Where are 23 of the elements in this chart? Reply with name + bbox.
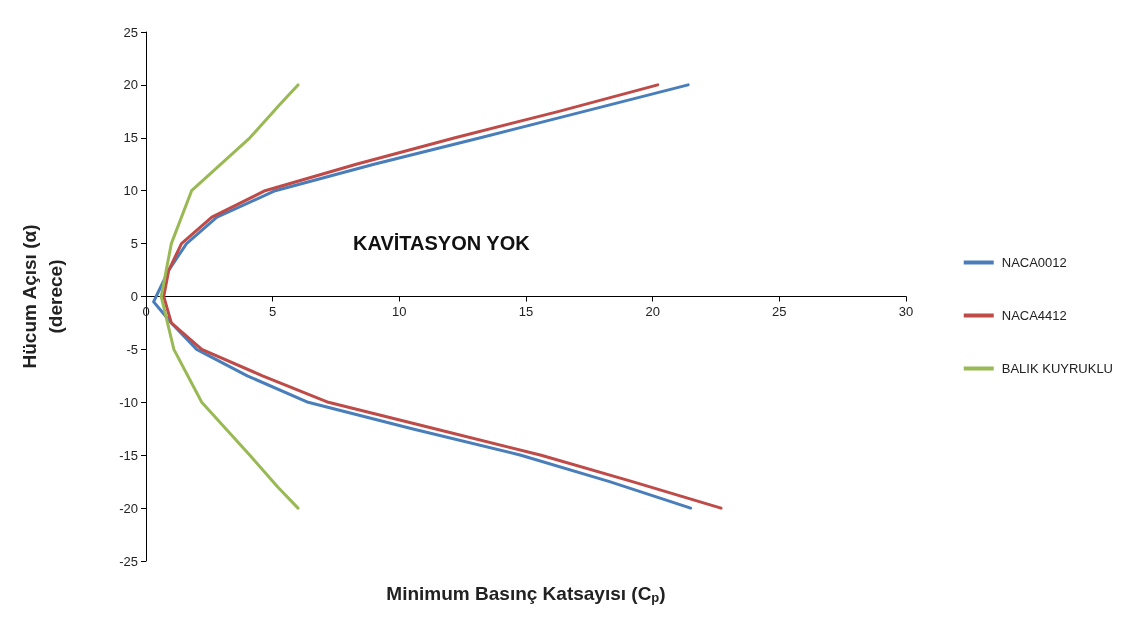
y-axis-title: Hücum Açısı (α) (derece) (18, 224, 66, 369)
y-tick-label: 25 (123, 24, 138, 40)
y-tick-label: 15 (123, 130, 138, 146)
legend-label: NACA0012 (1001, 255, 1067, 270)
y-tick-label: -15 (119, 447, 138, 463)
y-tick-label: -10 (119, 394, 138, 410)
y-tick-label: 10 (123, 183, 138, 199)
x-tick-label: 5 (269, 303, 277, 319)
legend-label: NACA4412 (1001, 308, 1067, 323)
y-tick-label: 5 (130, 236, 138, 252)
y-tick-label: -25 (119, 553, 138, 569)
x-tick-label: 30 (898, 303, 914, 319)
y-tick-label: 0 (130, 289, 138, 304)
annotation: KAVİTASYON YOK (353, 232, 531, 254)
line-series (159, 83, 300, 510)
x-tick-label: 20 (645, 303, 660, 319)
legend-label: BALIK KUYRUKLU (1001, 361, 1113, 376)
x-tick-label: 10 (392, 303, 407, 319)
x-tick-label: 25 (772, 303, 787, 319)
y-tick-label: -5 (126, 341, 138, 357)
y-tick-label: 20 (123, 77, 138, 93)
y-tick-label: -20 (119, 500, 138, 516)
x-tick-label: 15 (518, 303, 534, 319)
